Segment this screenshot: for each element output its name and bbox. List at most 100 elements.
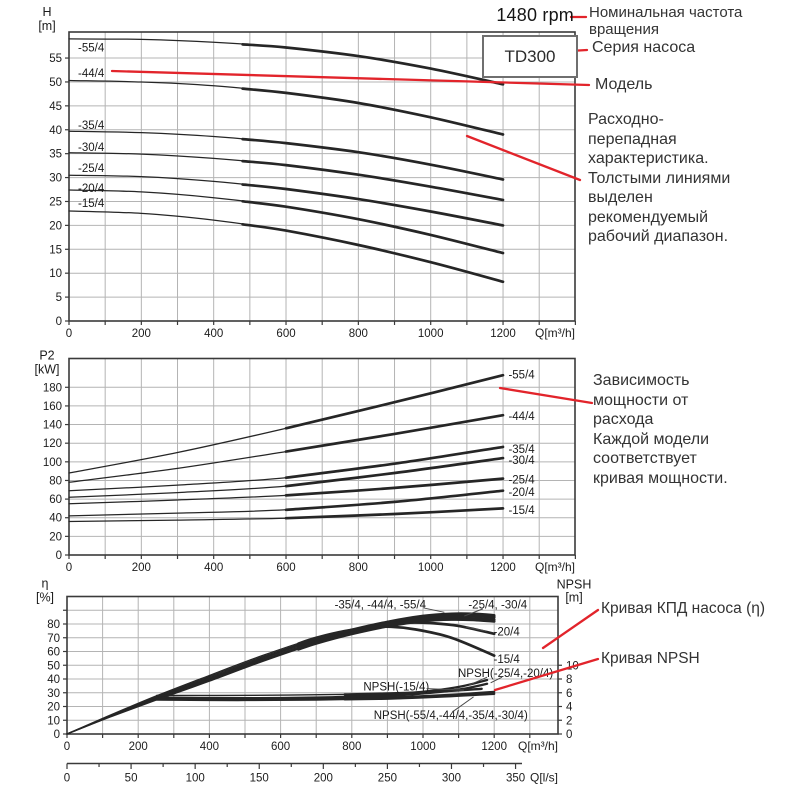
lps-axis: 0 50 100 150 200 250 300 350 Q[l/s] (64, 762, 558, 785)
label-leader-line (452, 696, 474, 712)
red-pointer-line (465, 134, 582, 182)
lps-tick-label: 100 (186, 773, 205, 785)
x-tick-label: 600 (276, 328, 295, 340)
y-axis: 0 5 10 15 20 25 30 35 40 45 50 55 H[m] (38, 5, 69, 328)
x-axis: 0 200 400 600 800 1000 1200 Q[m³/h] (66, 321, 576, 340)
npsh-note: Кривая NPSH (601, 650, 700, 667)
lps-tick-label: 150 (250, 773, 269, 785)
y-tick-label: 30 (49, 173, 62, 185)
y-tick-label: 80 (49, 475, 62, 487)
curve-label--25/4: -25/4 (508, 475, 535, 487)
x-tick-label: 1000 (410, 741, 436, 753)
y-tick-label: 50 (49, 77, 62, 89)
npsh-tick-label: 8 (566, 674, 572, 686)
label-leader-line (424, 607, 445, 613)
chart-eta: 0 200 400 600 800 1000 1200 Q[m³/h]010203040506… (36, 577, 591, 785)
x-tick-label: 1200 (490, 328, 516, 340)
x-tick-label: 0 (66, 562, 72, 574)
x-axis-title: Q[m³/h] (535, 560, 575, 574)
x-tick-label: 1200 (481, 741, 507, 753)
curve-label: NPSH(-25/4,-20/4) (458, 668, 553, 680)
curve-label--55/4: -55/4 (508, 369, 535, 381)
label-leader-line (426, 688, 464, 691)
series-note: Серия насоса (592, 39, 696, 56)
x-tick-label: 0 (66, 328, 72, 340)
curve-thick--44/4 (241, 87, 505, 136)
curve-thick--55/4 (241, 43, 505, 86)
y-tick-label: 25 (49, 196, 62, 208)
curve-thick--30/4 (284, 456, 505, 488)
curve-label--25/4: -25/4 (78, 163, 105, 175)
y-tick-label: 70 (47, 633, 60, 645)
curve-thick--30/4 (241, 159, 505, 202)
x-tick-label: 800 (342, 741, 361, 753)
grid (67, 596, 558, 734)
y-tick-label: 30 (47, 688, 60, 700)
x-tick-label: 400 (200, 741, 219, 753)
y-tick-label: 140 (43, 420, 62, 432)
y-tick-label: 0 (56, 550, 62, 562)
lps-axis-title: Q[l/s] (530, 771, 558, 785)
npsh-tick-label: 4 (566, 702, 573, 714)
y-axis-title: [kW] (35, 363, 60, 377)
curve-label--15/4: -15/4 (78, 198, 105, 210)
curve-thick--20/4 (241, 199, 505, 255)
x-tick-label: 200 (132, 328, 151, 340)
label-leader-line (490, 676, 503, 684)
curve-thick-eta -15/4 (297, 625, 496, 657)
curve-label: -35/4, -44/4, -55/4 (335, 599, 427, 611)
x-tick-label: 800 (349, 562, 368, 574)
x-axis: 0 200 400 600 800 1000 1200 Q[m³/h] (66, 555, 576, 574)
lps-tick-label: 350 (506, 773, 525, 785)
y-tick-label: 15 (49, 244, 62, 256)
curve-label--35/4: -35/4 (78, 120, 105, 132)
curve-label--20/4: -20/4 (78, 183, 105, 195)
y-tick-label: 180 (43, 382, 62, 394)
y-tick-label: 40 (49, 125, 62, 137)
curve-label--44/4: -44/4 (508, 411, 535, 423)
y-tick-label: 100 (43, 457, 62, 469)
rpm-note: Номинальная частота вращения (589, 4, 743, 38)
y-tick-label: 0 (54, 729, 60, 741)
curve-thick--25/4 (241, 183, 505, 227)
curve-label--30/4: -30/4 (78, 142, 105, 154)
x-tick-label: 200 (132, 562, 151, 574)
lps-tick-label: 0 (64, 773, 70, 785)
curve-thick--44/4 (284, 413, 505, 453)
y-tick-label: 10 (47, 715, 60, 727)
y-tick-label: 40 (47, 674, 60, 686)
curve-thick--55/4 (284, 373, 505, 430)
power-note: Зависимость мощности от расхода Каждой м… (593, 372, 728, 487)
npsh-axis-title: [m] (565, 591, 582, 605)
curve-thick-NPSH -55/4,-44/4,-35/4,-30/4 b (343, 692, 496, 701)
lps-tick-label: 250 (378, 773, 397, 785)
lps-tick-label: 50 (125, 773, 138, 785)
curve-label--15/4: -15/4 (508, 505, 535, 517)
y-axis-title: η (42, 577, 49, 591)
curve-label: -20/4 (494, 627, 521, 639)
y-tick-label: 55 (49, 53, 62, 65)
curve-label--44/4: -44/4 (78, 68, 105, 80)
x-tick-label: 0 (64, 741, 70, 753)
curve-label: -25/4, -30/4 (468, 599, 527, 611)
series-group (66, 612, 496, 735)
npsh-tick-label: 6 (566, 688, 572, 700)
npsh-tick-label: 2 (566, 715, 572, 727)
x-tick-label: 1000 (418, 328, 444, 340)
efficiency-note: Кривая КПД насоса (η) (601, 600, 766, 617)
curve-label: NPSH(-15/4) (363, 682, 429, 694)
y-tick-label: 5 (56, 292, 62, 304)
y-axis-title: [%] (36, 591, 54, 605)
y-tick-label: 160 (43, 401, 62, 413)
y-axis-title: P2 (39, 349, 54, 363)
red-pointer-line (498, 386, 594, 405)
y-tick-label: 120 (43, 438, 62, 450)
curve-label--20/4: -20/4 (508, 487, 535, 499)
curve-thick--35/4 (241, 137, 505, 181)
chart-power: 0 200 400 600 800 1000 1200 Q[m³/h] 0 20 40 60 80 100… (35, 349, 576, 574)
curve-thick--25/4 (284, 477, 505, 497)
x-tick-label: 600 (271, 741, 290, 753)
